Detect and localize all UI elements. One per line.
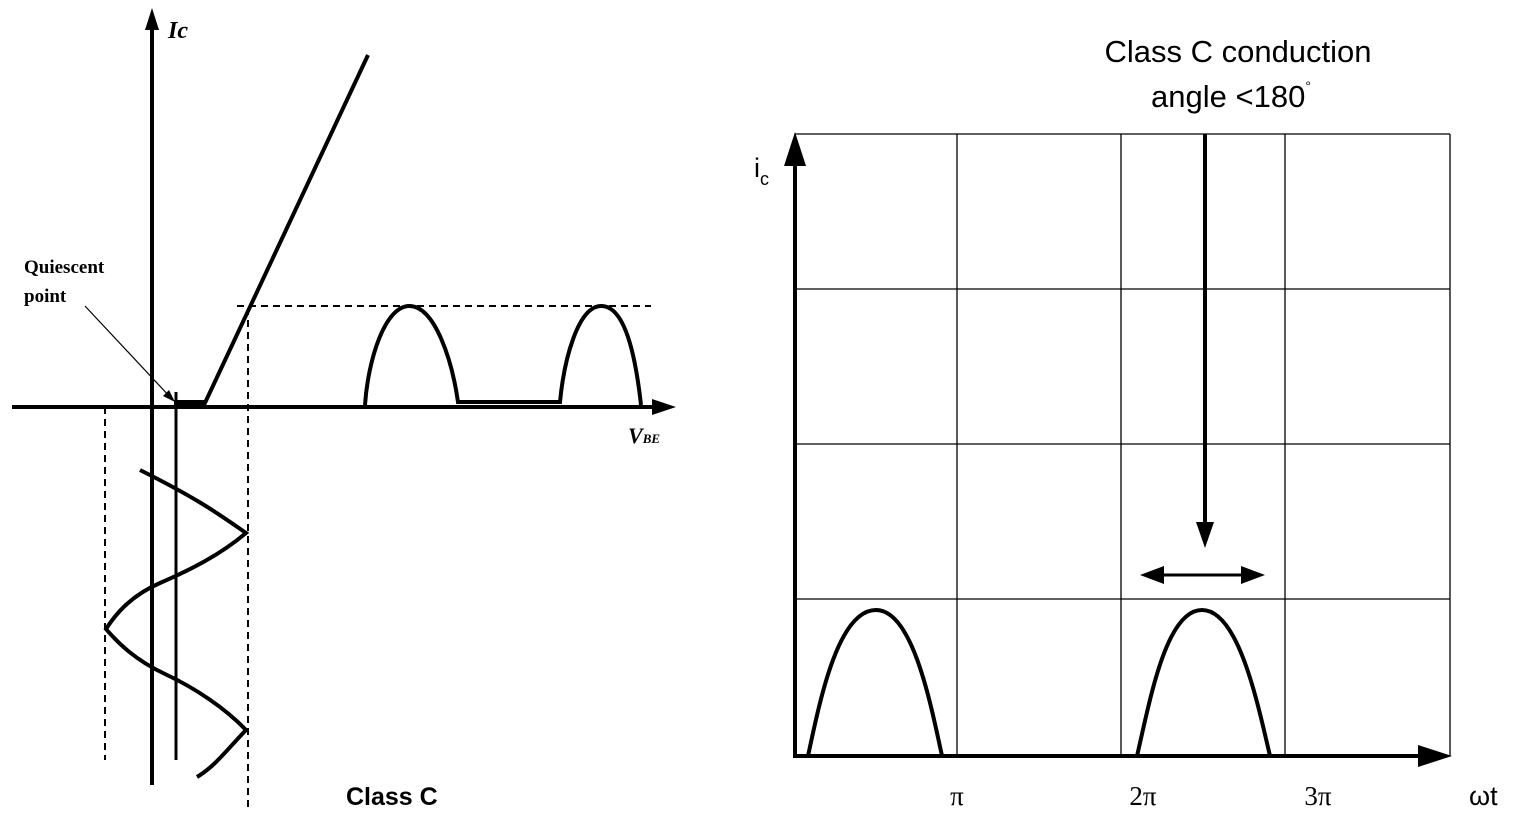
vbe-axis-label: VBE [628,423,660,448]
conduction-title-line2-text: angle <180 [1151,79,1305,114]
left-transfer-diagram: Ic VBE Quiescent point Class C [12,8,676,811]
ic-axis-right-label: ic [754,153,769,189]
right-conduction-diagram: Class C conduction angle <180° ic ωt π 2… [754,34,1498,811]
quiescent-annotation-line1: Quiescent [24,257,105,278]
x-tick-2pi: 2π [1129,781,1157,811]
wt-axis-arrowhead [1418,745,1452,767]
quiescent-pointer-line [84,305,172,399]
x-tick-pi: π [950,781,964,811]
quiescent-pointer-arrowhead [163,390,175,402]
conduction-title-line2: angle <180° [1151,78,1311,114]
ic-axis-right-arrowhead [784,132,806,166]
transfer-characteristic-line [202,54,370,406]
quiescent-annotation-line2: point [24,286,67,307]
conduction-angle-left-arrowhead [1140,566,1164,584]
vbe-axis-arrowhead [652,399,676,415]
wt-axis-label: ωt [1469,781,1498,811]
ic-axis-right-label-main: i [754,153,760,183]
conduction-angle-right-arrowhead [1241,566,1265,584]
x-tick-3pi: 3π [1304,781,1332,811]
input-sine-wave [103,468,250,779]
conduction-title-line1: Class C conduction [1104,34,1371,69]
current-pulse-2 [1135,607,1272,757]
ic-axis-arrowhead [145,8,159,30]
ic-axis-label: Ic [167,18,188,44]
current-pulse-1 [806,607,944,757]
ic-axis-right-label-sub: c [760,169,769,189]
vbe-axis-label-main: V [628,423,645,448]
grid [795,133,1451,756]
conduction-pointer-arrowhead [1196,522,1214,548]
vbe-axis-label-sub: BE [642,431,661,446]
conduction-title-degree: ° [1305,78,1311,94]
output-pulses [363,303,643,406]
left-caption: Class C [346,783,438,811]
